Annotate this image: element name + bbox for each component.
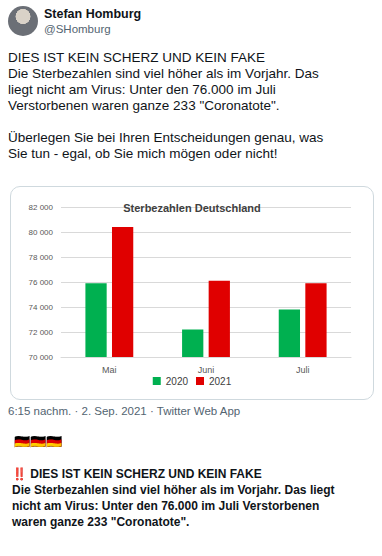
svg-text:80 000: 80 000 [29,228,54,237]
html-text:Sie tun - egal, ob Sie mich mö: Sie tun - egal, ob Sie mich mögen oder n… [8,146,278,161]
svg-text:82 000: 82 000 [29,203,54,212]
html-text:Stefan Homburg: Stefan Homburg [44,7,142,21]
html-text:nicht am Virus: Unter den 76.0: nicht am Virus: Unter den 76.000 im Juli… [12,499,320,513]
svg-text:72 000: 72 000 [29,328,54,337]
html-text:‼️ DIES IST KEIN SCHERZ UND KE: ‼️ DIES IST KEIN SCHERZ UND KEIN FAKE [12,467,262,481]
html-text:liegt nicht am Virus: Unter de: liegt nicht am Virus: Unter den 76.000 i… [8,82,276,97]
html-text:waren ganze 233 "Coronatote".: waren ganze 233 "Coronatote". [12,515,190,529]
svg-text:76 000: 76 000 [29,278,54,287]
html-text:Die Sterbezahlen sind viel höh: Die Sterbezahlen sind viel höher als im … [8,66,319,81]
svg-text:78 000: 78 000 [29,253,54,262]
svg-text:Juli: Juli [296,365,310,375]
svg-text:Juni: Juni [198,365,215,375]
svg-text:2021: 2021 [209,376,232,387]
svg-text:Sterbezahlen Deutschland: Sterbezahlen Deutschland [123,202,261,214]
html-text:6:15 nachm. · 2. Sep. 2021 · T: 6:15 nachm. · 2. Sep. 2021 · Twitter Web… [8,405,241,417]
svg-text:74 000: 74 000 [29,303,54,312]
svg-text:Mai: Mai [102,365,117,375]
html-text:Überlegen Sie bei Ihren Entsch: Überlegen Sie bei Ihren Entscheidungen g… [8,130,324,145]
html-text:Verstorbenen waren ganze 233 ": Verstorbenen waren ganze 233 "Coronatote… [8,98,280,113]
svg-text:2020: 2020 [166,376,189,387]
html-text:DIES IST KEIN SCHERZ UND KEIN: DIES IST KEIN SCHERZ UND KEIN FAKE [8,50,266,65]
html-text:Die Sterbezahlen sind viel höh: Die Sterbezahlen sind viel höher als im … [12,483,335,497]
svg-text:70 000: 70 000 [29,353,54,362]
html-text:@SHomburg: @SHomburg [44,23,111,35]
